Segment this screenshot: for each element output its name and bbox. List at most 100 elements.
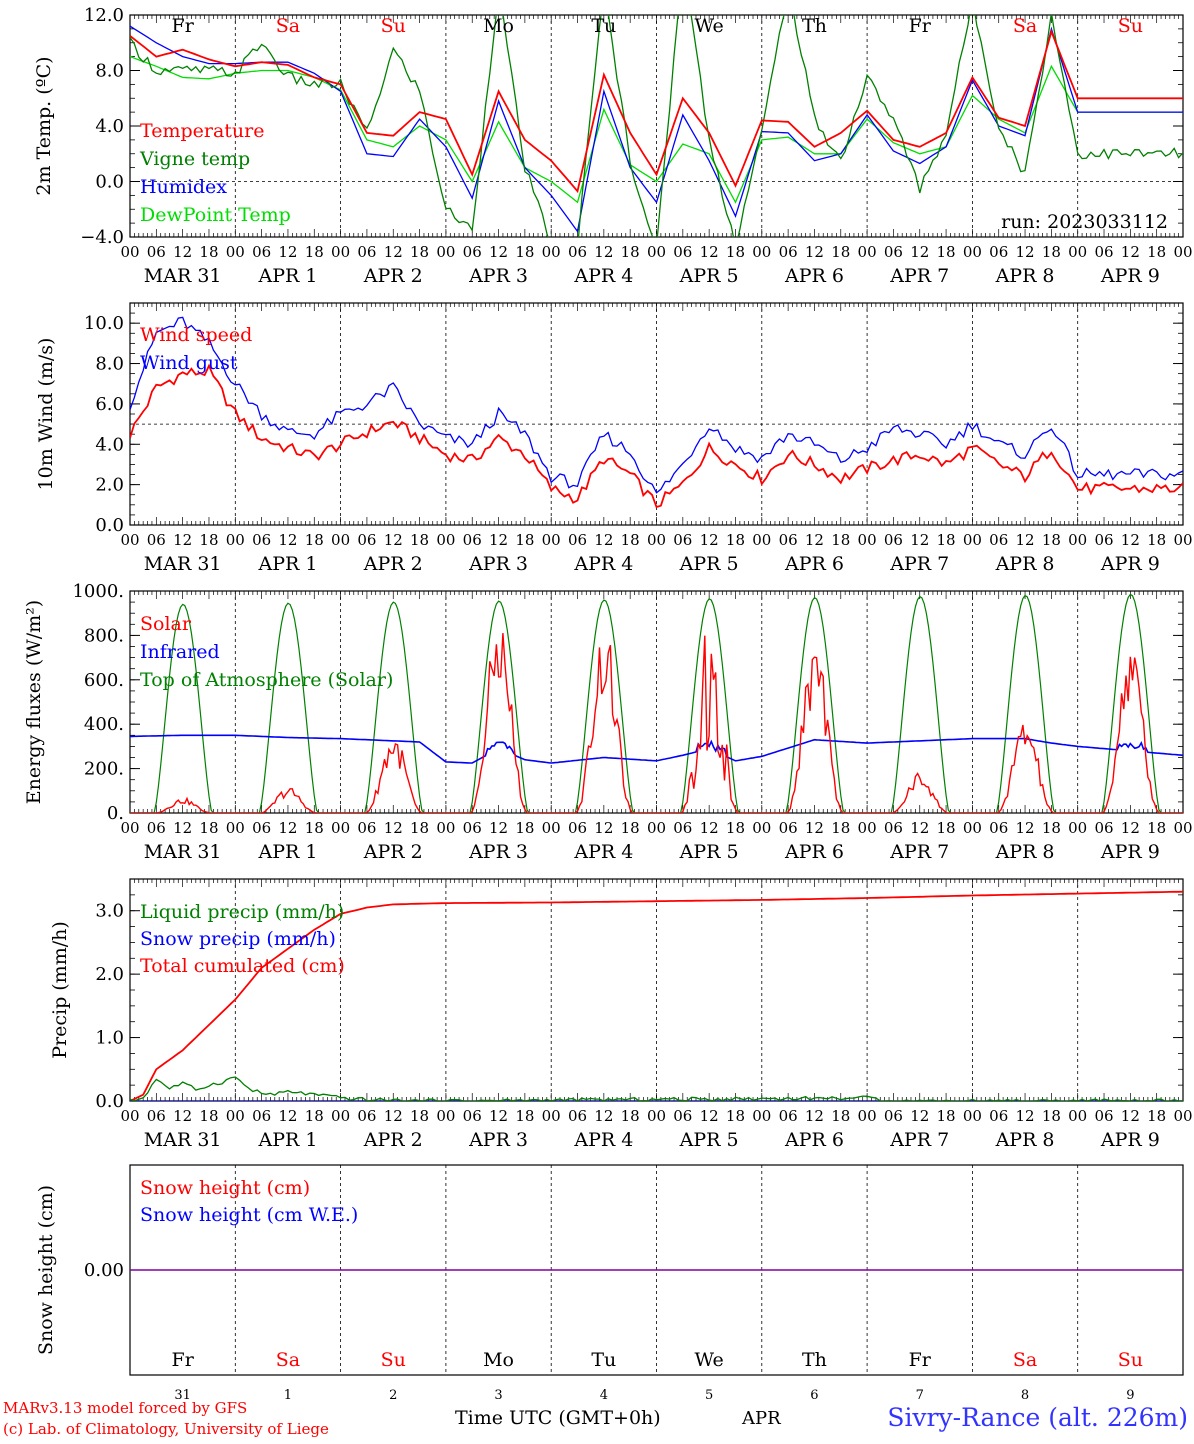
- hour-tick-label: 00: [1068, 819, 1087, 837]
- hour-tick-label: 06: [989, 243, 1008, 261]
- hour-tick-label: 06: [779, 531, 798, 549]
- hour-tick-label: 06: [1094, 819, 1113, 837]
- hour-tick-label: 12: [173, 1107, 192, 1125]
- hour-tick-label: 12: [173, 243, 192, 261]
- y-tick-label: 0.0: [95, 1091, 124, 1112]
- day-name-bottom: Fr: [909, 1349, 932, 1371]
- hour-tick-label: 06: [252, 1107, 271, 1125]
- hour-tick-label: 12: [489, 531, 508, 549]
- hour-tick-label: 12: [805, 243, 824, 261]
- hour-tick-label: 06: [884, 531, 903, 549]
- hour-tick-label: 18: [199, 819, 218, 837]
- day-number: 7: [916, 1388, 924, 1403]
- hour-tick-label: 00: [1173, 243, 1192, 261]
- hour-tick-label: 00: [436, 1107, 455, 1125]
- y-axis-label: 2m Temp. (ºC): [33, 56, 55, 195]
- hour-tick-label: 18: [1042, 819, 1061, 837]
- hour-tick-label: 12: [1121, 1107, 1140, 1125]
- day-name-top: Su: [381, 15, 406, 37]
- date-label: MAR 31: [144, 841, 222, 863]
- hour-tick-label: 12: [805, 1107, 824, 1125]
- hour-tick-label: 18: [305, 531, 324, 549]
- hour-tick-label: 00: [331, 531, 350, 549]
- credit-line: (c) Lab. of Climatology, University of L…: [3, 1420, 329, 1438]
- hour-tick-label: 06: [673, 1107, 692, 1125]
- y-tick-label: 2.0: [95, 475, 124, 496]
- hour-tick-label: 06: [463, 531, 482, 549]
- hour-tick-label: 18: [621, 531, 640, 549]
- credit-line: MARv3.13 model forced by GFS: [3, 1399, 247, 1417]
- date-label: APR 1: [257, 553, 317, 575]
- date-label: APR 6: [784, 841, 844, 863]
- hour-tick-label: 06: [147, 1107, 166, 1125]
- date-label: APR 2: [363, 265, 423, 287]
- series-dewpoint-temp: [130, 55, 1183, 204]
- hour-tick-label: 12: [1016, 819, 1035, 837]
- y-tick-label: 3.0: [95, 901, 124, 922]
- hour-tick-label: 12: [700, 819, 719, 837]
- hour-tick-label: 18: [1147, 819, 1166, 837]
- hour-tick-label: 00: [120, 819, 139, 837]
- y-tick-label: 400.: [84, 714, 124, 735]
- hour-tick-label: 06: [884, 1107, 903, 1125]
- series-liquid-precip-mm-h: [130, 1076, 1183, 1101]
- series-total-cumulated-cm: [130, 890, 1183, 1101]
- hour-tick-label: 18: [515, 531, 534, 549]
- hour-tick-label: 06: [673, 819, 692, 837]
- y-tick-label: 0.: [107, 803, 124, 824]
- hour-tick-label: 12: [910, 243, 929, 261]
- day-name-bottom: Mo: [483, 1349, 514, 1371]
- series-solar: [130, 633, 1183, 813]
- hour-tick-label: 18: [831, 1107, 850, 1125]
- date-label: APR 8: [995, 265, 1055, 287]
- hour-tick-label: 18: [831, 243, 850, 261]
- hour-tick-label: 18: [410, 819, 429, 837]
- hour-tick-label: 12: [1121, 243, 1140, 261]
- hour-tick-label: 12: [1016, 243, 1035, 261]
- hour-tick-label: 18: [937, 531, 956, 549]
- hour-tick-label: 12: [278, 819, 297, 837]
- hour-tick-label: 06: [568, 243, 587, 261]
- y-tick-label: 10.0: [84, 313, 124, 334]
- hour-tick-label: 18: [515, 1107, 534, 1125]
- hour-tick-label: 06: [884, 819, 903, 837]
- day-number: 4: [600, 1388, 608, 1403]
- hour-tick-label: 06: [779, 819, 798, 837]
- date-label: APR 9: [1100, 841, 1160, 863]
- y-tick-label: 2.0: [95, 964, 124, 985]
- y-tick-label: 0.0: [95, 515, 124, 536]
- legend-entry: Liquid precip (mm/h): [140, 901, 344, 923]
- date-label: APR 5: [679, 1129, 739, 1151]
- hour-tick-label: 00: [647, 819, 666, 837]
- day-number: 1: [284, 1388, 292, 1403]
- y-tick-label: 800.: [84, 625, 124, 646]
- hour-tick-label: 00: [331, 243, 350, 261]
- hour-tick-label: 00: [752, 1107, 771, 1125]
- y-axis-label: Snow height (cm): [35, 1185, 57, 1355]
- date-label: APR 9: [1100, 1129, 1160, 1151]
- hour-tick-label: 00: [120, 243, 139, 261]
- date-label: APR 5: [679, 841, 739, 863]
- hour-tick-label: 00: [858, 819, 877, 837]
- hour-tick-label: 00: [542, 819, 561, 837]
- date-label: MAR 31: [144, 265, 222, 287]
- hour-tick-label: 12: [173, 819, 192, 837]
- hour-tick-label: 00: [647, 1107, 666, 1125]
- y-tick-label: 1.0: [95, 1028, 124, 1049]
- date-label: APR 7: [889, 553, 949, 575]
- hour-tick-label: 06: [252, 243, 271, 261]
- hour-tick-label: 18: [937, 1107, 956, 1125]
- y-tick-label: 600.: [84, 670, 124, 691]
- day-name-bottom: We: [695, 1349, 724, 1371]
- legend-entry: DewPoint Temp: [140, 204, 291, 226]
- hour-tick-label: 00: [120, 531, 139, 549]
- hour-tick-label: 12: [489, 243, 508, 261]
- hour-tick-label: 18: [199, 1107, 218, 1125]
- hour-tick-label: 06: [357, 243, 376, 261]
- hour-tick-label: 12: [278, 531, 297, 549]
- hour-tick-label: 12: [594, 531, 613, 549]
- hour-tick-label: 06: [1094, 1107, 1113, 1125]
- legend-entry: Wind gust: [140, 352, 238, 374]
- hour-tick-label: 12: [1121, 819, 1140, 837]
- date-label: APR 2: [363, 553, 423, 575]
